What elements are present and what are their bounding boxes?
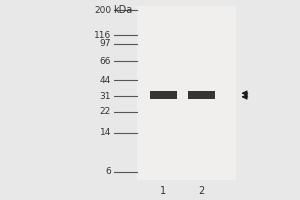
Text: 1: 1 — [160, 186, 166, 196]
Text: 66: 66 — [100, 57, 111, 66]
Text: 22: 22 — [100, 107, 111, 116]
Bar — [136, 6, 236, 180]
Text: 44: 44 — [100, 76, 111, 85]
Text: 2: 2 — [198, 186, 204, 196]
Text: 116: 116 — [94, 31, 111, 40]
Text: 14: 14 — [100, 128, 111, 137]
Bar — [150, 91, 177, 95]
Text: 6: 6 — [105, 167, 111, 176]
Bar — [150, 95, 177, 99]
Text: 200: 200 — [94, 6, 111, 15]
Bar — [188, 91, 214, 95]
Text: 31: 31 — [100, 92, 111, 101]
Bar — [188, 95, 214, 99]
Text: 97: 97 — [100, 39, 111, 48]
Text: kDa: kDa — [113, 5, 132, 15]
